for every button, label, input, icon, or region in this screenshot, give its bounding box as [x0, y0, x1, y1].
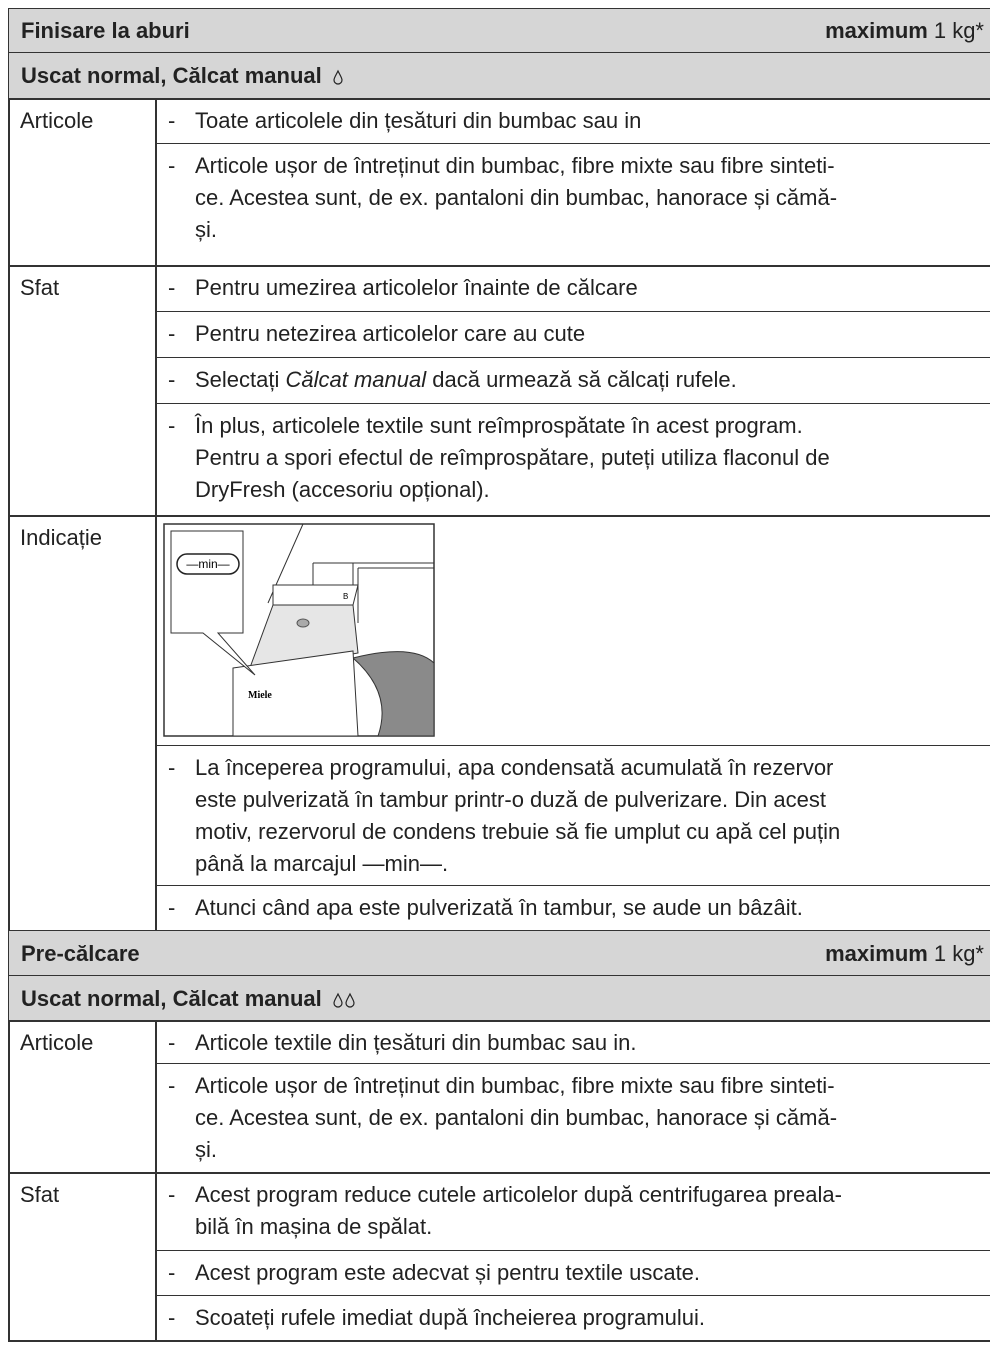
column-border [155, 1172, 157, 1340]
row-border [8, 515, 990, 517]
capacity-label: maximum [825, 18, 928, 43]
bullet: - [168, 1182, 176, 1207]
item-line: Pentru a spori efectul de reîmprospătare… [195, 445, 830, 470]
item-separator [155, 357, 990, 358]
drawer-dot [296, 618, 310, 628]
table-left-border [8, 98, 10, 265]
row-label: Sfat [20, 1182, 60, 1207]
row-border [8, 98, 990, 100]
item-separator [155, 403, 990, 404]
row-border [8, 1340, 990, 1342]
item-separator [155, 143, 990, 144]
capacity: maximum 1 kg* [825, 938, 984, 970]
item-line: până la marcajul —min—. [195, 851, 449, 876]
item-separator [155, 1250, 990, 1251]
column-border [155, 1020, 157, 1172]
table-left-border [8, 265, 10, 515]
item-separator [155, 885, 990, 886]
bullet: - [168, 153, 176, 178]
brand: Miele [248, 690, 272, 701]
bullet: - [168, 275, 176, 300]
row-label: Indicație [20, 525, 102, 550]
item-line: Acest program este adecvat și pentru tex… [195, 1260, 701, 1285]
item-line: Articole textile din țesături din bumbac… [195, 1030, 637, 1055]
row-border [8, 1020, 990, 1022]
item-line: este pulverizată în tambur printr-o duză… [195, 787, 826, 812]
row-border [8, 265, 990, 267]
item-separator [155, 1295, 990, 1296]
text-segment: Selectați [195, 367, 286, 392]
item-line: motiv, rezervorul de condens trebuie să … [195, 819, 841, 844]
min-marker: —min— [186, 557, 229, 571]
bullet: - [168, 755, 176, 780]
drawer-front [232, 650, 359, 737]
item-line: Pentru netezirea articolelor care au cut… [195, 321, 586, 346]
item-line: La începerea programului, apa condensată… [195, 755, 834, 780]
column-border [155, 265, 157, 515]
drop-icons [333, 69, 343, 85]
section-header: Pre-călcare maximum 1 kg* [8, 930, 990, 975]
subtitle-text: Uscat normal, Călcat manual [21, 63, 322, 88]
program-subtitle: Uscat normal, Călcat manual [21, 983, 362, 1015]
program-header: Uscat normal, Călcat manual [8, 975, 990, 1020]
item-line: Acest program reduce cutele articolelor … [195, 1182, 842, 1207]
column-border [155, 515, 157, 930]
subtitle-text: Uscat normal, Călcat manual [21, 985, 322, 1011]
drop-icon [345, 992, 355, 1008]
item-line: Articole ușor de întreținut din bumbac, … [195, 1073, 835, 1098]
text-segment: dacă urmează să călcați rufele. [426, 367, 737, 392]
figure: —min— Miele B [163, 523, 435, 737]
item-separator [155, 745, 990, 746]
bullet: - [168, 367, 176, 392]
min-pill [176, 553, 240, 575]
item-line: DryFresh (accesoriu opțional). [195, 477, 490, 502]
bullet: - [168, 1305, 176, 1330]
drop-icon [333, 992, 343, 1008]
bullet: - [168, 1073, 176, 1098]
program-subtitle: Uscat normal, Călcat manual [21, 60, 350, 92]
drop-icon [333, 69, 343, 85]
capacity-value: 1 kg* [933, 18, 984, 43]
program-header: Uscat normal, Călcat manual [8, 52, 990, 98]
item-line: ce. Acestea sunt, de ex. pantaloni din b… [195, 185, 838, 210]
bullet: - [168, 108, 176, 133]
section-header: Finisare la aburi maximum 1 kg* [8, 8, 990, 52]
item-line: Articole ușor de întreținut din bumbac, … [195, 153, 835, 178]
section-title: Finisare la aburi [21, 18, 190, 43]
text-segment: Călcat manual [285, 367, 427, 392]
bullet: - [168, 321, 176, 346]
item-line: Pentru umezirea articolelor înainte de c… [195, 275, 638, 300]
item-line: și. [195, 1137, 217, 1162]
capacity-value: 1 kg* [933, 940, 984, 966]
bullet: - [168, 1030, 176, 1055]
row-border [8, 1172, 990, 1174]
capacity-label: maximum [825, 940, 928, 966]
row-label: Sfat [20, 275, 60, 300]
section-title: Pre-călcare [21, 940, 140, 966]
drop-icons [333, 992, 355, 1008]
drawer-tag: B [343, 592, 348, 601]
item-line: Toate articolele din țesături din bumbac… [195, 108, 642, 133]
capacity: maximum 1 kg* [825, 15, 984, 47]
item-line: În plus, articolele textile sunt reîmpro… [195, 413, 803, 438]
item-line: ce. Acestea sunt, de ex. pantaloni din b… [195, 1105, 838, 1130]
row-label: Articole [20, 1030, 94, 1055]
item-line: și. [195, 217, 217, 242]
table-left-border [8, 1172, 10, 1340]
bullet: - [168, 895, 176, 920]
item-separator [155, 1063, 990, 1064]
table-left-border [8, 1020, 10, 1172]
bullet: - [168, 1260, 176, 1285]
item-line: Atunci când apa este pulverizată în tamb… [195, 895, 803, 920]
column-border [155, 98, 157, 265]
item-separator [155, 311, 990, 312]
item-line: bilă în mașina de spălat. [195, 1214, 433, 1239]
row-label: Articole [20, 108, 94, 133]
table-left-border [8, 515, 10, 930]
bullet: - [168, 413, 176, 438]
drum [351, 651, 435, 737]
item-line: Selectați Călcat manual dacă urmează să … [195, 364, 737, 396]
item-line: Scoateți rufele imediat după încheierea … [195, 1305, 705, 1330]
